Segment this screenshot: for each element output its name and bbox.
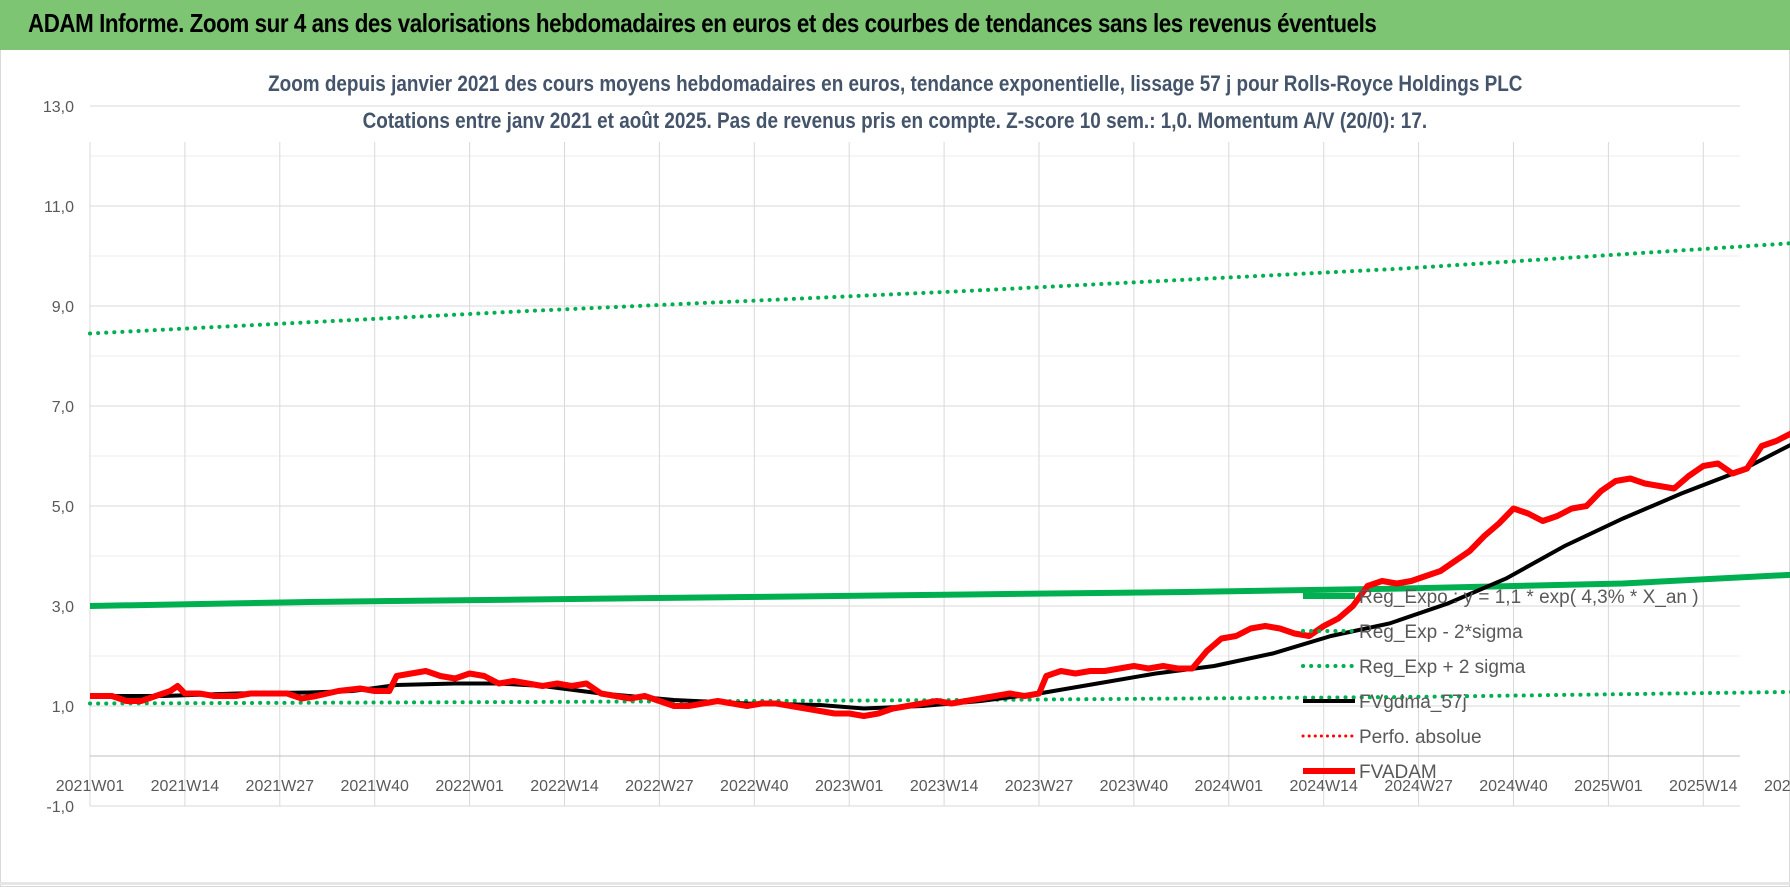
y-tick-label: 13,0 xyxy=(43,99,74,116)
x-tick-label: 2022W01 xyxy=(435,778,504,795)
series-line-2 xyxy=(88,241,1790,336)
bottom-border xyxy=(0,882,1790,885)
legend-label: FVADAM xyxy=(1359,762,1437,783)
x-tick-label: 2025W01 xyxy=(1574,778,1643,795)
x-tick-label: 2024W14 xyxy=(1289,778,1358,795)
y-tick-label: 3,0 xyxy=(52,599,74,616)
y-tick-label: 5,0 xyxy=(52,499,74,516)
x-tick-label: 2024W27 xyxy=(1384,778,1453,795)
chart-title-line2-text: Cotations entre janv 2021 et août 2025. … xyxy=(362,108,1428,133)
x-tick-label: 2025W27 xyxy=(1764,778,1790,795)
chart-title-line1-text: Zoom depuis janvier 2021 des cours moyen… xyxy=(267,71,1523,96)
legend-label: FVgdma_57j xyxy=(1359,692,1467,713)
x-tick-label: 2023W01 xyxy=(815,778,884,795)
banner-title: ADAM Informe. Zoom sur 4 ans des valoris… xyxy=(28,8,1377,38)
x-tick-label: 2023W27 xyxy=(1005,778,1074,795)
x-tick-label: 2021W40 xyxy=(340,778,409,795)
y-tick-label: -1,0 xyxy=(46,799,74,816)
legend-label: Reg_Exp - 2*sigma xyxy=(1359,622,1523,643)
y-tick-label: 1,0 xyxy=(52,699,74,716)
x-tick-label: 2025W14 xyxy=(1669,778,1738,795)
chart-title-line1: Zoom depuis janvier 2021 des cours moyen… xyxy=(0,71,1790,97)
x-tick-label: 2022W27 xyxy=(625,778,694,795)
x-tick-label: 2023W14 xyxy=(910,778,979,795)
x-tick-label: 2024W40 xyxy=(1479,778,1548,795)
x-tick-label: 2021W01 xyxy=(56,778,125,795)
legend-label: Perfo. absolue xyxy=(1359,727,1482,748)
x-tick-label: 2021W14 xyxy=(151,778,220,795)
page-banner: ADAM Informe. Zoom sur 4 ans des valoris… xyxy=(0,0,1790,50)
x-tick-label: 2023W40 xyxy=(1100,778,1169,795)
legend-label: Reg_Exp + 2 sigma xyxy=(1359,657,1526,678)
x-tick-label: 2024W01 xyxy=(1195,778,1264,795)
x-tick-label: 2021W27 xyxy=(246,778,315,795)
series-line-0 xyxy=(89,571,1790,609)
y-tick-label: 7,0 xyxy=(52,399,74,416)
series-line-3 xyxy=(90,442,1790,711)
series-line-5 xyxy=(90,430,1790,719)
chart-title-line2: Cotations entre janv 2021 et août 2025. … xyxy=(0,108,1790,134)
x-tick-label: 2022W14 xyxy=(530,778,599,795)
y-tick-label: 9,0 xyxy=(52,299,74,316)
x-tick-label: 2022W40 xyxy=(720,778,789,795)
y-tick-label: 11,0 xyxy=(44,199,74,216)
legend-label: Reg_Expo : y = 1,1 * exp( 4,3% * X_an ) xyxy=(1359,587,1699,608)
